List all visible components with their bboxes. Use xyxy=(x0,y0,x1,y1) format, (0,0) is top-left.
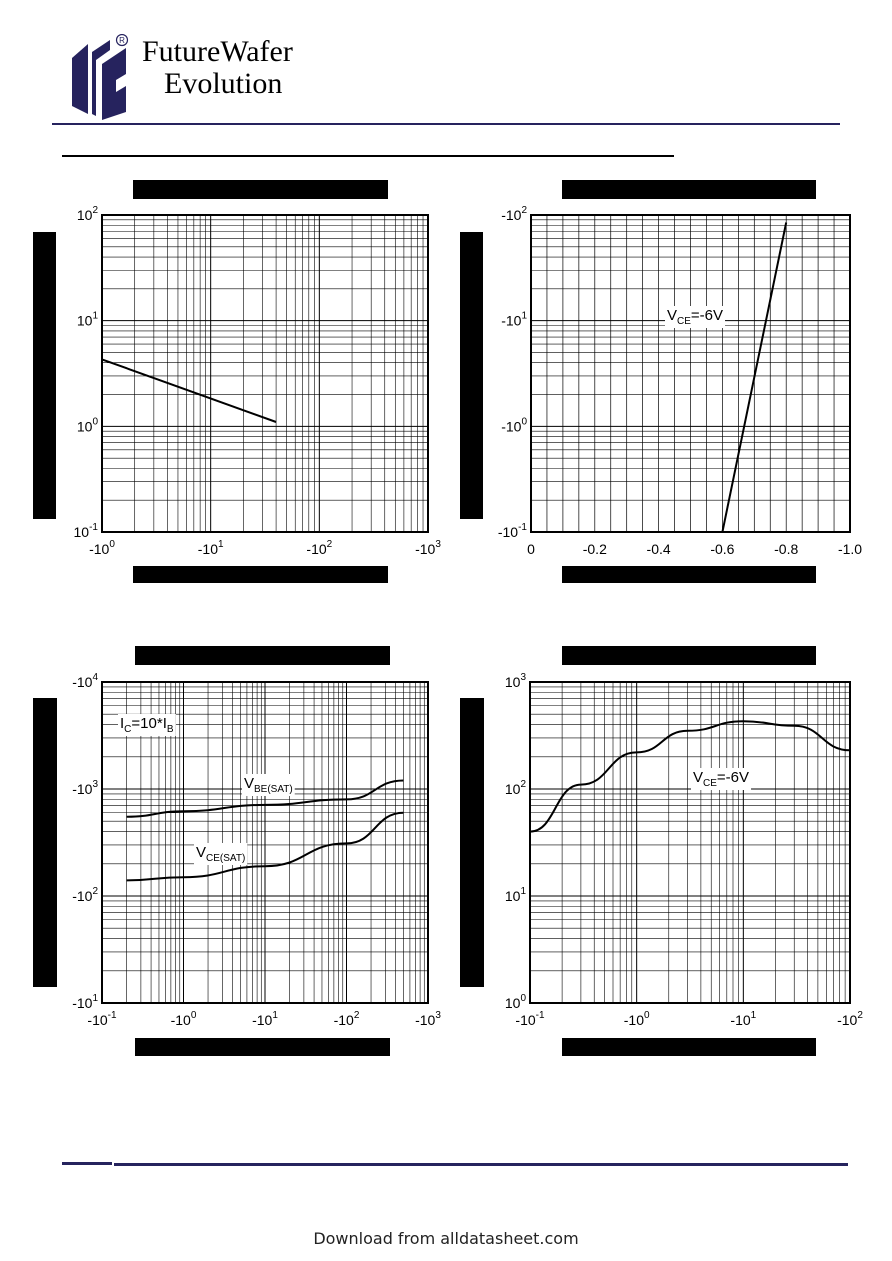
y-tick-label: -102 xyxy=(72,886,98,904)
series-line-1 xyxy=(529,720,851,833)
chart-1: -100 -101 -102 -103 10-1 100 101 102 xyxy=(33,180,441,583)
y-tick-label: -10-1 xyxy=(498,522,528,540)
grid xyxy=(529,682,850,1004)
curve-annotation: VCE=-6V xyxy=(667,307,723,327)
curve-annotation: VBE(SAT) xyxy=(244,775,293,795)
chart-title-bar xyxy=(135,646,390,665)
chart-3: -10-1 -100 -101 -102 -103 -101 -102 -103 -104 IC=… xyxy=(33,646,441,1056)
y-tick-label: 102 xyxy=(77,205,99,223)
x-tick-label: -102 xyxy=(837,1010,863,1028)
section-title-underline xyxy=(62,155,674,157)
grid xyxy=(530,215,851,533)
annotation-backdrop xyxy=(691,768,752,790)
series-line-1 xyxy=(101,358,277,423)
y-axis-label-bar xyxy=(460,232,483,519)
curve-annotation: VCE(SAT) xyxy=(196,844,245,864)
x-tick-label: -102 xyxy=(334,1010,360,1028)
curve-annotation: IC=10*IB xyxy=(120,715,174,735)
x-tick-label: -100 xyxy=(89,539,115,557)
plot-frame xyxy=(529,681,851,1004)
x-tick-label: -1.0 xyxy=(838,541,862,557)
y-tick-label: -100 xyxy=(501,416,527,434)
x-tick-label: -0.6 xyxy=(710,541,734,557)
y-axis-label-bar xyxy=(33,232,56,519)
registered-mark: R xyxy=(119,36,125,45)
brand-line1: FutureWafer xyxy=(142,35,293,68)
x-tick-label: -0.4 xyxy=(647,541,671,557)
y-tick-label: -102 xyxy=(501,205,527,223)
y-axis-label-bar xyxy=(33,698,57,987)
annotation-backdrop xyxy=(118,714,176,736)
x-axis-label-bar xyxy=(562,566,816,583)
x-tick-label: -103 xyxy=(415,539,441,557)
x-axis-label-bar xyxy=(133,566,388,583)
series-line-1 xyxy=(126,779,404,818)
plot-frame xyxy=(101,214,429,533)
annotation-backdrop xyxy=(665,306,726,328)
series-line-2 xyxy=(126,811,404,882)
y-axis-label-bar xyxy=(460,698,484,987)
curve-annotation: VCE=-6V xyxy=(693,769,749,789)
y-tick-label: 102 xyxy=(505,779,527,797)
y-tick-label: -103 xyxy=(72,779,98,797)
brand-line2: Evolution xyxy=(164,67,283,100)
brand-name: FutureWafer Evolution xyxy=(142,36,293,100)
y-tick-label: 100 xyxy=(505,993,527,1011)
y-tick-label: -101 xyxy=(501,311,527,329)
x-tick-label: -10-1 xyxy=(87,1010,117,1028)
header-divider xyxy=(52,123,840,125)
x-tick-label: -101 xyxy=(198,539,224,557)
x-tick-label: -100 xyxy=(171,1010,197,1028)
x-tick-label: -0.8 xyxy=(774,541,798,557)
grid xyxy=(101,215,428,533)
y-tick-label: -104 xyxy=(72,672,98,690)
series-line-1 xyxy=(721,222,788,533)
x-tick-label: -100 xyxy=(624,1010,650,1028)
annotation-backdrop xyxy=(194,843,248,865)
x-tick-label: -101 xyxy=(252,1010,278,1028)
chart-title-bar xyxy=(562,180,816,199)
logo-mark-icon: R xyxy=(72,34,129,120)
x-axis-label-bar xyxy=(562,1038,816,1056)
y-tick-label: 103 xyxy=(505,672,527,690)
plot-frame xyxy=(530,214,851,533)
footer-divider-left xyxy=(62,1162,112,1165)
x-tick-label: -103 xyxy=(415,1010,441,1028)
chart-title-bar xyxy=(133,180,388,199)
x-tick-label: -102 xyxy=(306,539,332,557)
footer-divider xyxy=(114,1163,848,1166)
y-tick-label: 101 xyxy=(77,311,99,329)
chart-2: 0 -0.2 -0.4 -0.6 -0.8 -1.0 -10-1 -100 -101 -102 VC… xyxy=(460,180,862,583)
y-tick-label: -101 xyxy=(72,993,98,1011)
x-axis-label-bar xyxy=(135,1038,390,1056)
y-tick-label: 100 xyxy=(77,416,99,434)
chart-title-bar xyxy=(562,646,816,665)
x-tick-label: -10-1 xyxy=(515,1010,545,1028)
x-tick-label: 0 xyxy=(527,541,535,557)
x-tick-label: -0.2 xyxy=(583,541,607,557)
annotation-backdrop xyxy=(242,774,295,796)
y-tick-label: 101 xyxy=(505,886,527,904)
x-tick-label: -101 xyxy=(730,1010,756,1028)
chart-4: -10-1 -100 -101 -102 100 101 102 103 VCE=-6V xyxy=(460,646,863,1056)
y-tick-label: 10-1 xyxy=(74,522,99,540)
footer-text: Download from alldatasheet.com xyxy=(313,1229,579,1248)
plot-frame xyxy=(101,681,429,1004)
